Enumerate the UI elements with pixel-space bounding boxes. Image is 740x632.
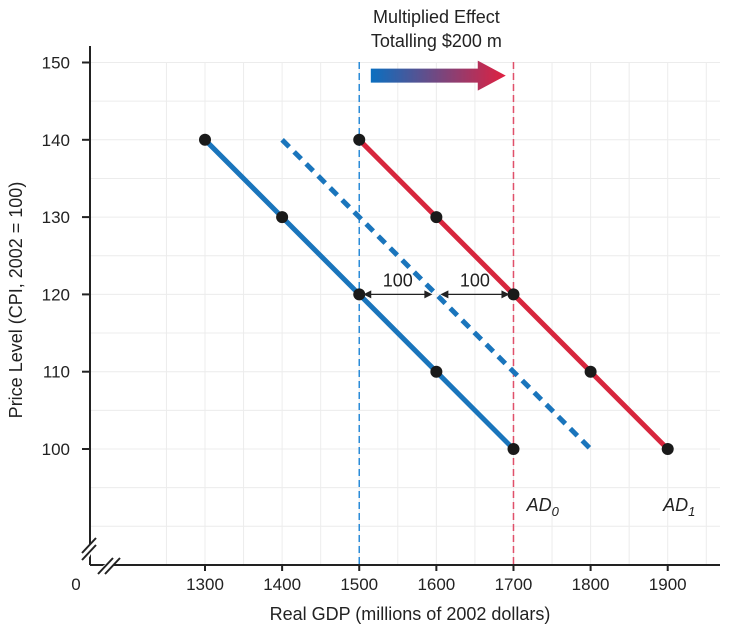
y-axis-break-mark <box>81 537 97 554</box>
annotation-text: Multiplied Effect <box>373 7 500 27</box>
origin-label: 0 <box>71 575 80 594</box>
shift-arrow <box>370 60 506 91</box>
reference-lines <box>358 62 515 565</box>
data-point <box>276 211 289 224</box>
y-tick-label: 120 <box>42 285 70 304</box>
y-tick-label: 140 <box>42 131 70 150</box>
x-tick-label: 1300 <box>186 575 224 594</box>
x-tick-label: 1700 <box>495 575 533 594</box>
data-point <box>507 443 520 455</box>
axes <box>81 46 720 575</box>
dimension-arrowhead <box>363 290 372 299</box>
data-point <box>661 443 674 455</box>
data-point <box>507 288 520 301</box>
grid <box>90 62 720 565</box>
x-axis-break-mark <box>97 557 114 575</box>
data-point <box>353 133 366 146</box>
y-tick-label: 100 <box>42 440 70 459</box>
series-layer: AD0 AD1 <box>199 133 695 519</box>
y-tick-label: 110 <box>43 363 70 382</box>
dimension-label: 100 <box>460 271 490 291</box>
data-point <box>353 288 366 301</box>
data-point <box>430 365 443 378</box>
dimension-arrowhead <box>424 290 433 299</box>
x-tick-label: 1400 <box>263 575 301 594</box>
data-point <box>584 365 597 378</box>
series-label-ad0: AD0 <box>526 495 560 519</box>
data-point <box>199 133 211 146</box>
y-axis-title: Price Level (CPI, 2002 = 100) <box>6 182 26 419</box>
dimension-arrowhead <box>501 290 510 299</box>
x-axis-title: Real GDP (millions of 2002 dollars) <box>270 604 551 624</box>
series-label-ad1: AD1 <box>662 495 695 519</box>
x-tick-label: 1800 <box>572 575 610 594</box>
series-line-intermediate <box>280 138 593 451</box>
y-tick-label: 130 <box>42 208 70 227</box>
dimension-arrowhead <box>440 290 449 299</box>
annotations-layer: Multiplied Effect Totalling $200 m 100 100 <box>363 7 510 299</box>
annotation-text: Totalling $200 m <box>371 31 502 51</box>
data-point <box>430 211 443 224</box>
x-axis-break-mark <box>104 557 121 575</box>
y-axis-break-mark <box>81 544 97 561</box>
x-tick-label: 1500 <box>340 575 378 594</box>
y-tick-label: 150 <box>42 54 70 73</box>
tick-labels: 100 110 120 130 140 150 1300 1400 1500 1600 1700 18… <box>42 54 687 595</box>
x-tick-label: 1600 <box>417 575 455 594</box>
x-tick-label: 1900 <box>649 575 687 594</box>
dimension-label: 100 <box>383 271 413 291</box>
